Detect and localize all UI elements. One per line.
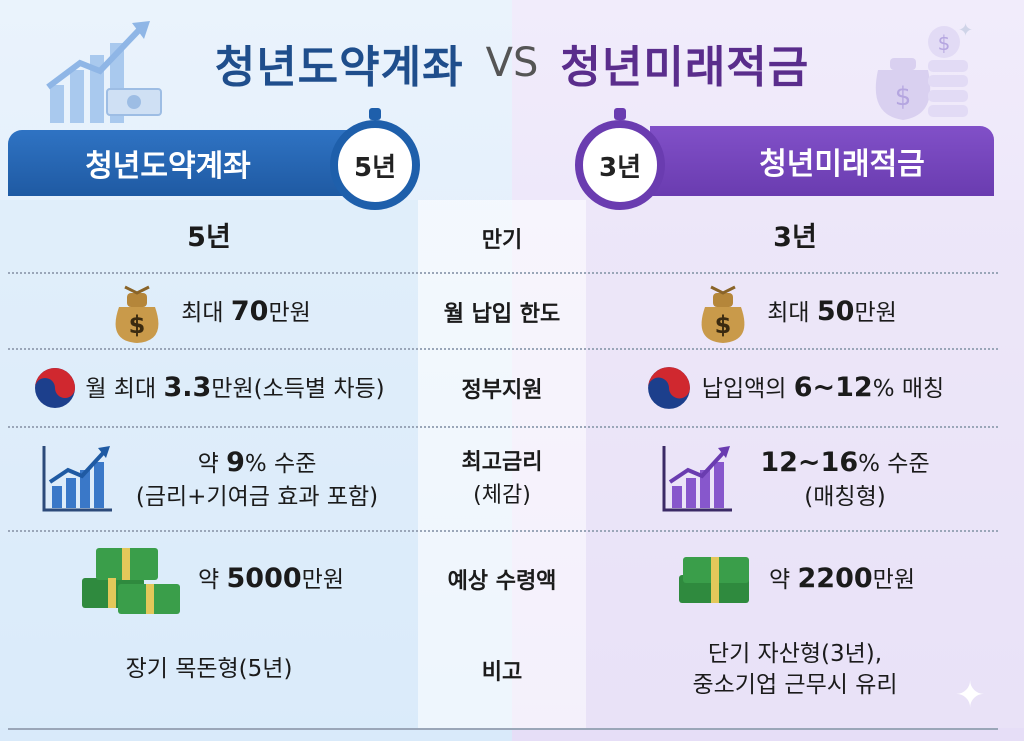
row-payout-left: 약 5000만원 — [0, 536, 418, 622]
row-maturity-category: 만기 — [481, 228, 523, 253]
row-support-right: 납입액의 6~12% 매칭 — [586, 352, 1004, 424]
left-header-label: 청년도약계좌 — [85, 149, 251, 184]
cash-icon — [106, 88, 162, 116]
row-divider — [8, 272, 998, 274]
row-divider — [8, 426, 998, 428]
bar-chart-icon — [40, 444, 114, 514]
right-header-banner: 청년미래적금 — [650, 126, 994, 196]
title-right: 청년미래적금 — [560, 42, 810, 93]
title-vs: VS — [485, 40, 539, 86]
svg-text:$: $ — [895, 82, 912, 112]
coins-bag-icon: $ $ — [875, 26, 968, 120]
row-note-right: 단기 자산형(3년), 중소기업 근무시 유리 — [692, 640, 898, 698]
right-header-label: 청년미래적금 — [759, 147, 925, 182]
bottom-divider — [8, 728, 998, 730]
cash-stack-icon — [675, 549, 755, 609]
left-header-banner: 청년도약계좌 — [8, 130, 368, 196]
bar-chart-icon — [660, 444, 734, 514]
money-bag-icon: $ — [107, 279, 167, 345]
row-maturity-right: 3년 — [773, 221, 817, 253]
row-deposit-right: $ 최대 50만원 — [586, 276, 1004, 348]
money-bag-icon: $ — [693, 279, 753, 345]
row-support-left: 월 최대 3.3만원(소득별 차등) — [0, 352, 418, 424]
page-title: 청년도약계좌 VS 청년미래적금 — [0, 28, 1024, 98]
row-note-left: 장기 목돈형(5년) — [125, 656, 293, 683]
row-rate-right: 12~16% 수준 (매칭형) — [586, 432, 1004, 526]
row-rate-category: 최고금리 (체감) — [461, 450, 543, 508]
sparkle-icon: ✦ — [955, 675, 986, 716]
row-payout-right: 약 2200만원 — [586, 536, 1004, 622]
stopwatch-icon: 3년 — [575, 108, 665, 210]
row-note-category: 비고 — [481, 660, 523, 685]
stopwatch-icon: 5년 — [330, 108, 420, 210]
row-divider — [8, 348, 998, 350]
row-rate-left: 약 9% 수준 (금리+기여금 효과 포함) — [0, 432, 418, 526]
row-payout-category: 예상 수령액 — [447, 569, 557, 594]
svg-text:$: $ — [129, 311, 146, 339]
title-left: 청년도약계좌 — [214, 42, 464, 93]
row-deposit-category: 월 납입 한도 — [443, 302, 561, 327]
row-deposit-left: $ 최대 70만원 — [0, 276, 418, 348]
korea-taegeuk-icon — [33, 366, 77, 410]
left-timer-label: 5년 — [353, 152, 396, 183]
korea-taegeuk-icon — [646, 365, 692, 411]
right-timer-label: 3년 — [598, 152, 641, 183]
sparkle-icon: ✦ — [958, 20, 974, 41]
svg-text:$: $ — [938, 31, 951, 55]
row-divider — [8, 530, 998, 532]
svg-text:$: $ — [715, 311, 732, 339]
middle-column-panel — [418, 200, 586, 728]
right-column-panel — [586, 200, 1024, 728]
left-column-panel — [0, 200, 418, 728]
row-support-category: 정부지원 — [461, 378, 543, 403]
row-divider — [8, 624, 998, 626]
cash-stack-icon — [74, 538, 184, 620]
row-maturity-left: 5년 — [187, 221, 231, 253]
